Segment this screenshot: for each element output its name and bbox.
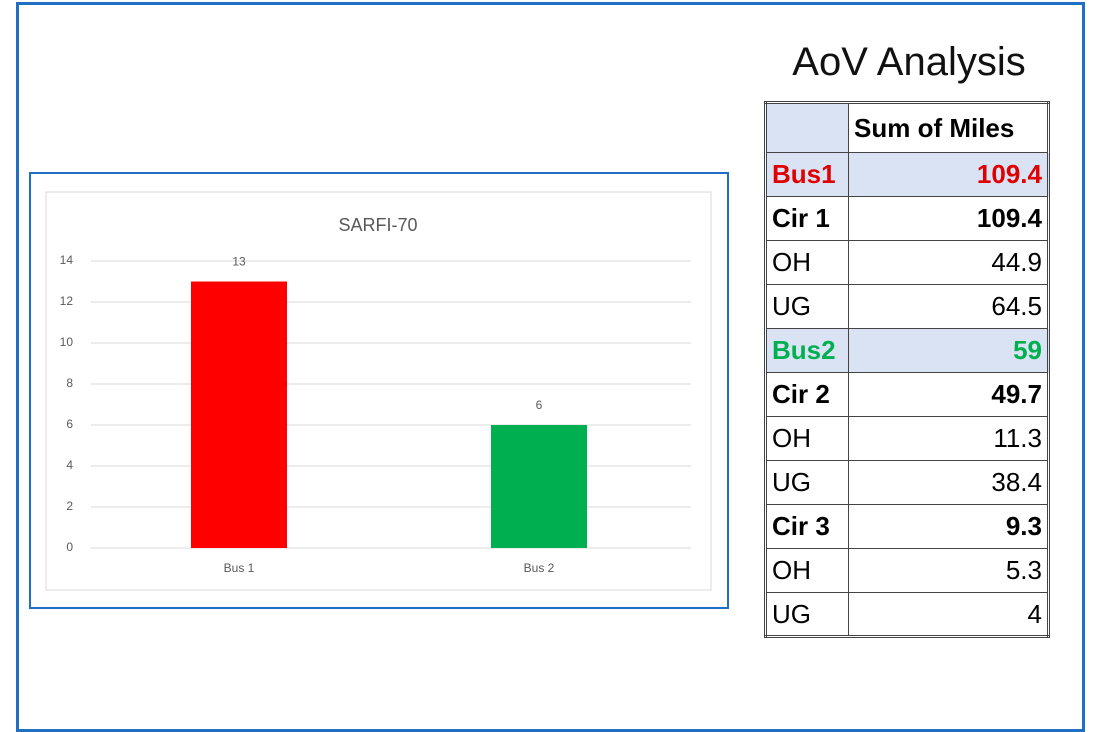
row-label: UG <box>765 284 849 329</box>
y-tick-label: 14 <box>60 253 74 267</box>
row-value: 5.3 <box>848 548 1049 593</box>
table-row: Bus2 59 <box>765 328 1049 373</box>
x-tick-label: Bus 1 <box>224 561 255 575</box>
chart-title: SARFI-70 <box>338 215 417 235</box>
row-value: 38.4 <box>848 460 1049 505</box>
chart-area <box>45 191 712 591</box>
table-row: OH 5.3 <box>765 548 1049 593</box>
y-tick-label: 12 <box>60 294 74 308</box>
table-row: Bus1 109.4 <box>765 152 1049 197</box>
row-value: 109.4 <box>848 152 1049 197</box>
row-value: 44.9 <box>848 240 1049 285</box>
header-cell: Sum of Miles <box>848 102 1049 153</box>
x-tick-label: Bus 2 <box>524 561 555 575</box>
row-label: Bus2 <box>765 328 849 373</box>
bar <box>191 281 287 548</box>
row-label: UG <box>765 460 849 505</box>
data-label: 13 <box>232 255 246 269</box>
row-label: Cir 2 <box>765 372 849 417</box>
y-tick-label: 10 <box>60 335 74 349</box>
table-row: Cir 3 9.3 <box>765 504 1049 549</box>
table-row: OH 11.3 <box>765 416 1049 461</box>
row-value: 9.3 <box>848 504 1049 549</box>
row-value: 4 <box>848 592 1049 637</box>
table-title: AoV Analysis <box>792 40 1026 84</box>
y-tick-label: 0 <box>66 540 73 554</box>
row-label: OH <box>765 240 849 285</box>
page: {"chart_data": {"type": "bar", "title": … <box>16 2 1085 732</box>
chart: SARFI-70 0 2 4 6 8 10 12 14 Bus 1 13 Bus 2 6 <box>45 191 712 591</box>
table-row: OH 44.9 <box>765 240 1049 285</box>
row-label: Cir 3 <box>765 504 849 549</box>
table-row: Cir 1 109.4 <box>765 196 1049 241</box>
row-label: Bus1 <box>765 152 849 197</box>
y-tick-label: 2 <box>66 499 73 513</box>
table: Sum of Miles Bus1 109.4 Cir 1 109.4 OH 44.9 UG… <box>764 101 1050 638</box>
y-tick-label: 6 <box>66 417 73 431</box>
row-label: OH <box>765 548 849 593</box>
row-label: OH <box>765 416 849 461</box>
row-value: 11.3 <box>848 416 1049 461</box>
table-row: UG 64.5 <box>765 284 1049 329</box>
header-cell <box>765 102 849 153</box>
row-label: UG <box>765 592 849 637</box>
y-tick-label: 8 <box>66 376 73 390</box>
table-row: Cir 2 49.7 <box>765 372 1049 417</box>
header-row: Sum of Miles <box>765 102 1049 153</box>
data-label: 6 <box>536 398 543 412</box>
table-row: UG 38.4 <box>765 460 1049 505</box>
bar <box>491 425 587 548</box>
table-row: UG 4 <box>765 592 1049 637</box>
row-value: 64.5 <box>848 284 1049 329</box>
chart-frame: SARFI-70 0 2 4 6 8 10 12 14 Bus 1 13 Bus 2 6 <box>29 172 729 609</box>
row-value: 49.7 <box>848 372 1049 417</box>
row-value: 59 <box>848 328 1049 373</box>
row-label: Cir 1 <box>765 196 849 241</box>
row-value: 109.4 <box>848 196 1049 241</box>
y-tick-label: 4 <box>66 458 73 472</box>
